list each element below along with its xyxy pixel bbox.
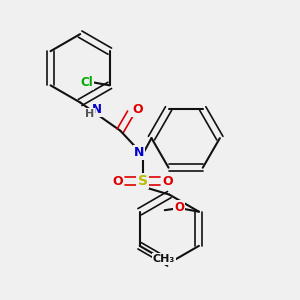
Text: S: S [138,174,148,188]
Text: CH₃: CH₃ [153,254,175,264]
Text: O: O [132,103,142,116]
Text: N: N [92,103,102,116]
Text: H: H [85,109,94,118]
Text: Cl: Cl [80,76,93,89]
Text: O: O [163,175,173,188]
Text: O: O [112,175,123,188]
Text: N: N [134,146,144,159]
Text: O: O [174,201,184,214]
